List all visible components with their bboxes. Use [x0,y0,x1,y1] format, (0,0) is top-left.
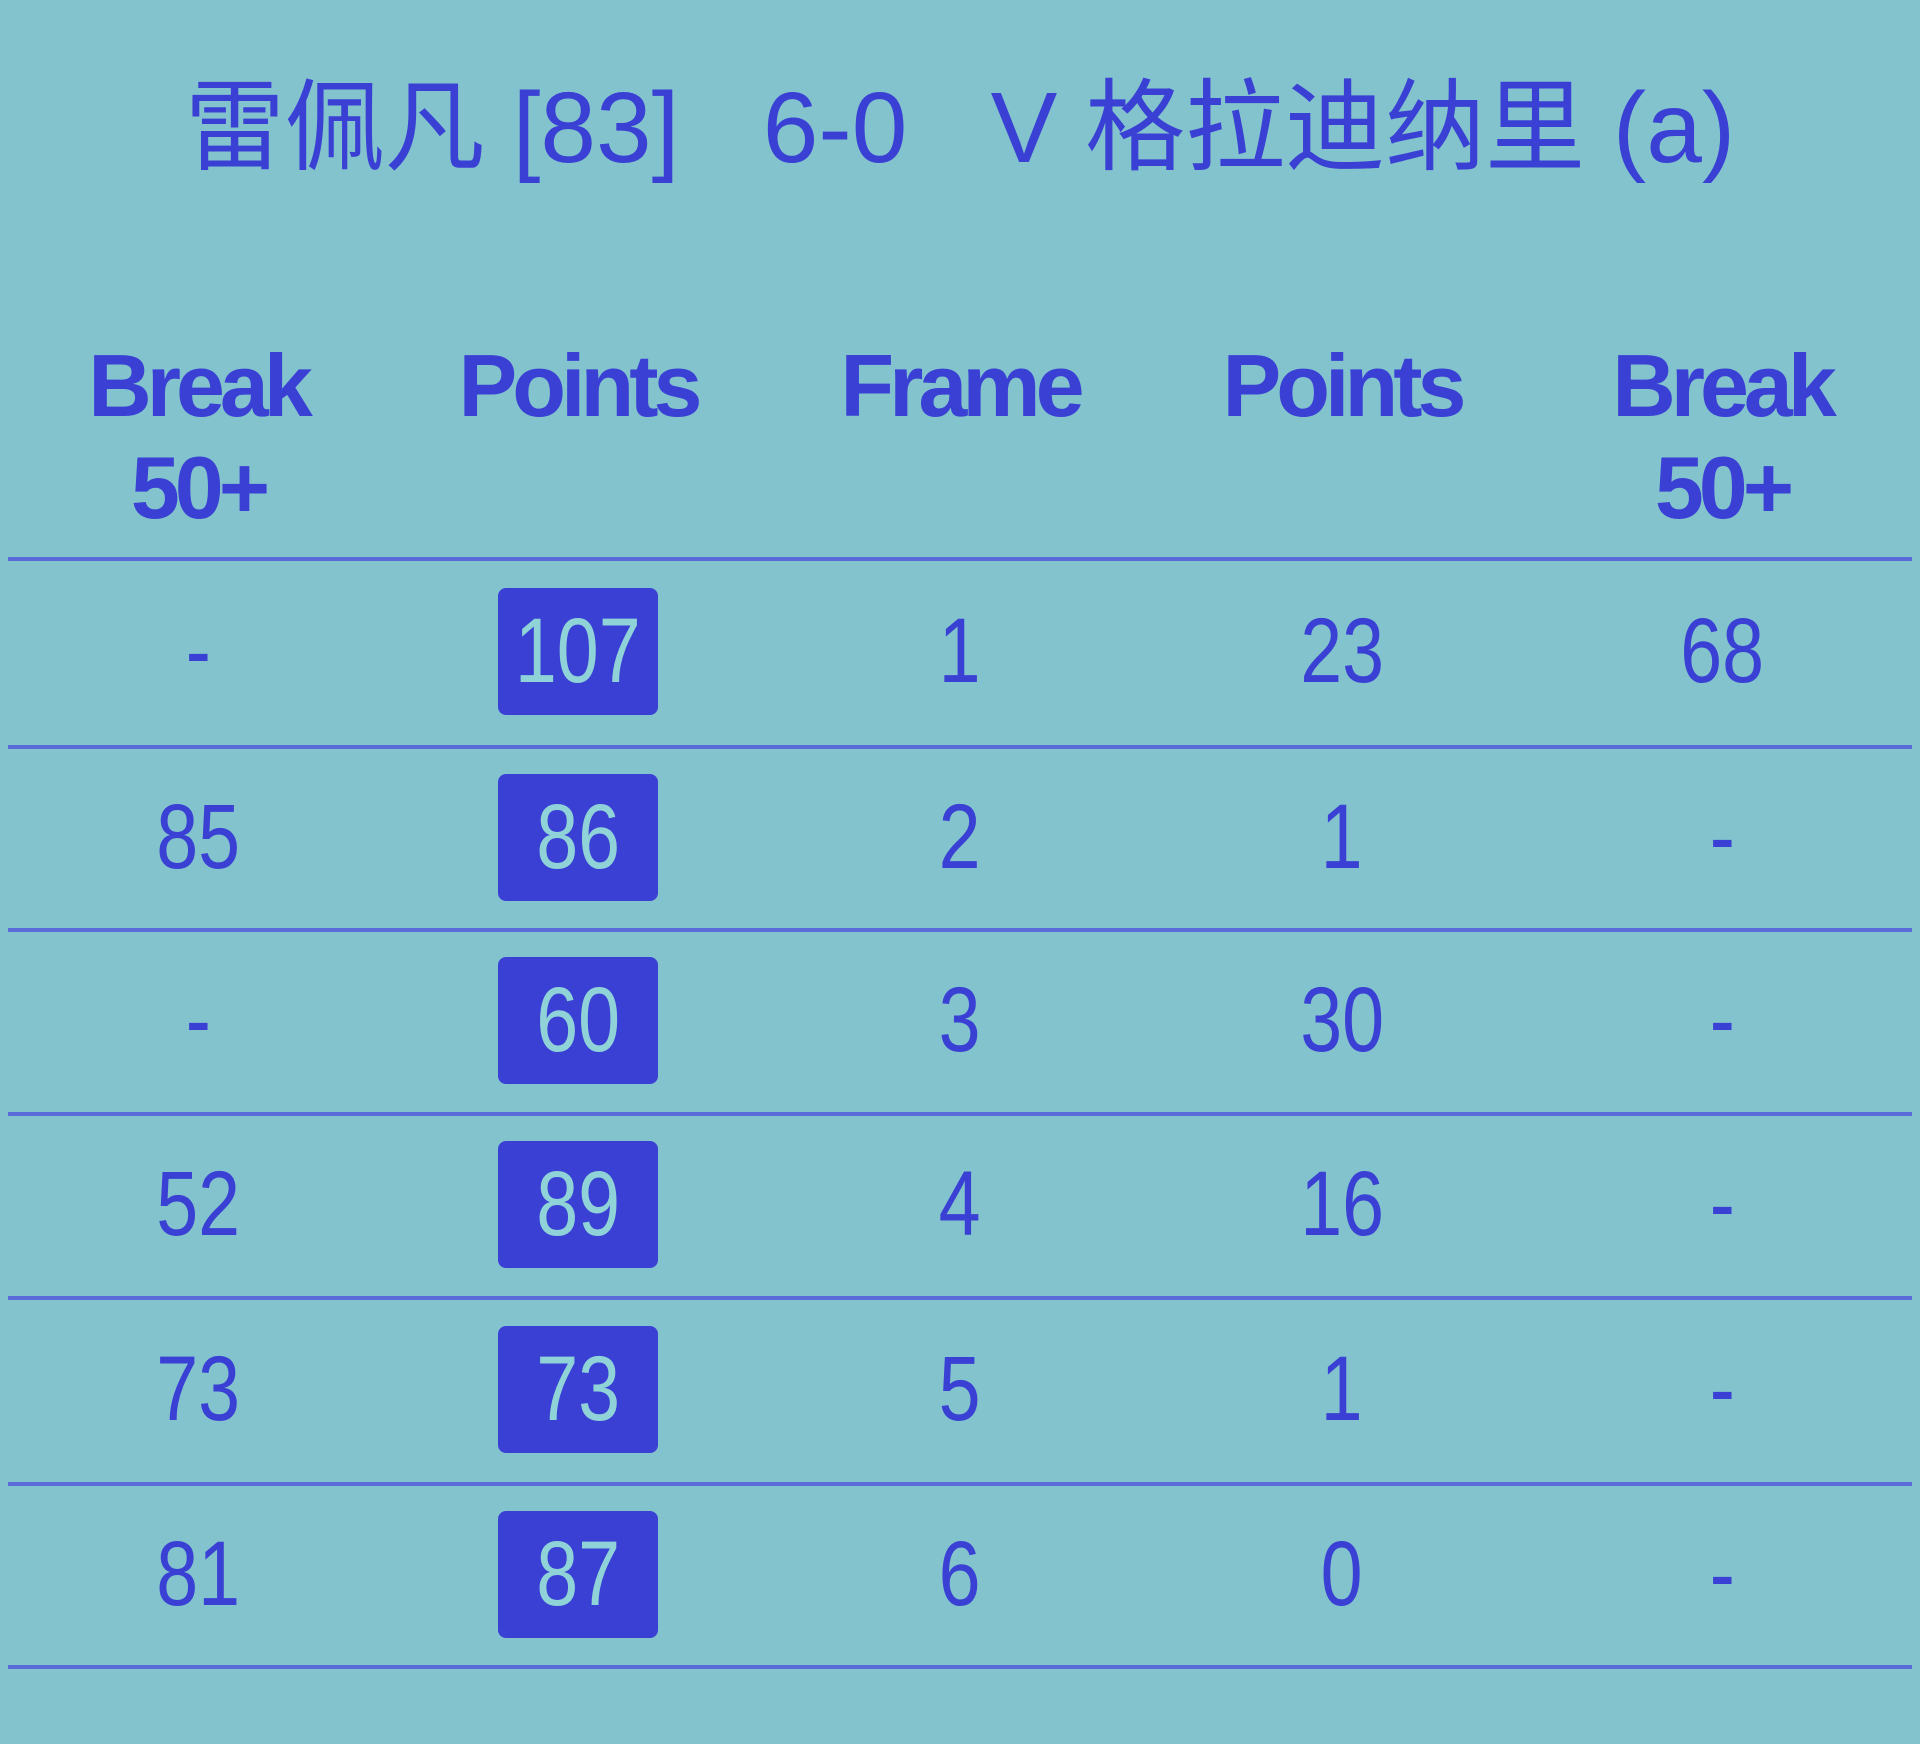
right-points-cell: 30 [1192,957,1492,1084]
right-break-cell: - [1572,774,1872,901]
cell-value: 89 [536,1153,620,1255]
frame-cell: 5 [810,1326,1110,1453]
row-divider [8,745,1912,749]
cell-value: 73 [156,1338,240,1440]
cell-value: 1 [1321,785,1363,888]
right-break-cell: - [1572,1511,1872,1638]
cell-value: 87 [536,1522,620,1625]
left-break-cell: 52 [48,1141,348,1268]
left-break-cell: 85 [48,774,348,901]
cell-value: 1 [1321,1338,1363,1440]
winner-points-badge: 86 [498,773,658,901]
right-points-cell: 16 [1192,1141,1492,1268]
row-divider [8,1296,1912,1300]
cell-value: - [185,600,211,702]
cell-value: 1 [939,600,981,702]
left-break-cell: - [48,588,348,715]
header-left-break: Break 50+ [88,336,313,537]
cell-value: 6 [939,1522,981,1625]
cell-value: 4 [939,1153,981,1255]
frame-cell: 2 [810,774,1110,901]
frame-cell: 1 [810,588,1110,715]
winner-points-badge: 73 [498,1326,658,1453]
cell-value: 85 [156,785,240,888]
cell-value: 60 [536,969,620,1071]
right-points-cell: 1 [1192,774,1492,901]
cell-value: 2 [939,785,981,888]
winner-points-badge: 89 [498,1141,658,1268]
cell-value: - [1709,785,1735,888]
winner-points-badge: 107 [498,588,658,715]
header-right-points: Points [1222,336,1467,435]
cell-value: - [1709,969,1735,1071]
cell-value: 107 [515,600,641,702]
right-points-cell: 0 [1192,1511,1492,1638]
left-break-cell: 73 [48,1326,348,1453]
left-break-cell: - [48,957,348,1084]
cell-value: - [1709,1153,1735,1255]
header-left-points: Points [458,336,703,435]
header-right-break: Break 50+ [1612,336,1837,537]
cell-value: 30 [1300,969,1384,1071]
row-divider [8,1665,1912,1669]
frame-cell: 4 [810,1141,1110,1268]
cell-value: 3 [939,969,981,1071]
match-title: 雷佩凡 [83] 6-0 V 格拉迪纳里 (a) [184,72,1736,184]
frame-cell: 6 [810,1511,1110,1638]
cell-value: - [1709,1338,1735,1440]
cell-value: - [1709,1522,1735,1625]
right-break-cell: 68 [1572,588,1872,715]
right-points-cell: 1 [1192,1326,1492,1453]
cell-value: 68 [1680,600,1764,702]
cell-value: 73 [536,1338,620,1440]
left-break-cell: 81 [48,1511,348,1638]
cell-value: 86 [536,785,620,888]
cell-value: 16 [1300,1153,1384,1255]
winner-points-badge: 87 [498,1510,658,1638]
row-divider [8,928,1912,932]
header-frame: Frame [840,336,1084,435]
cell-value: - [185,969,211,1071]
row-divider [8,557,1912,561]
cell-value: 5 [939,1338,981,1440]
row-divider [8,1482,1912,1486]
cell-value: 0 [1321,1522,1363,1625]
row-divider [8,1112,1912,1116]
cell-value: 23 [1300,600,1384,702]
right-break-cell: - [1572,1326,1872,1453]
winner-points-badge: 60 [498,957,658,1084]
right-break-cell: - [1572,1141,1872,1268]
right-points-cell: 23 [1192,588,1492,715]
cell-value: 52 [156,1153,240,1255]
right-break-cell: - [1572,957,1872,1084]
frame-cell: 3 [810,957,1110,1084]
cell-value: 81 [156,1522,240,1625]
